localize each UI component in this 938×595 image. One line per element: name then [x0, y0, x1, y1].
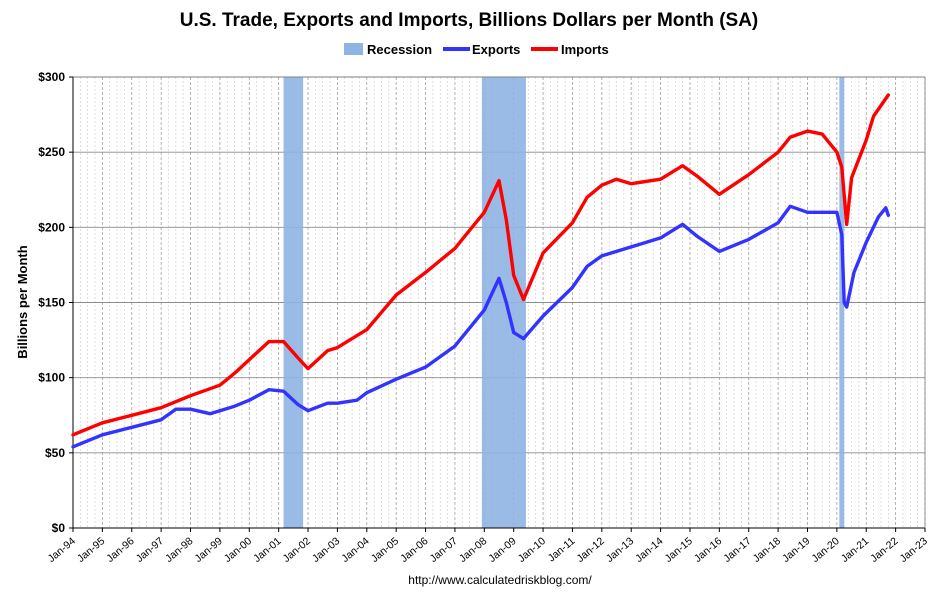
y-tick-label: $0 [52, 521, 66, 535]
x-tick-label: Jan-05 [369, 535, 401, 565]
y-axis-label: Billions per Month [15, 245, 30, 358]
x-tick-label: Jan-09 [486, 535, 518, 565]
x-tick-label: Jan-23 [898, 535, 930, 565]
x-tick-label: Jan-08 [457, 535, 489, 565]
x-tick-label: Jan-96 [104, 535, 136, 565]
x-tick-label: Jan-99 [193, 535, 225, 565]
x-tick-label: Jan-11 [546, 535, 578, 564]
x-tick-label: Jan-17 [721, 535, 753, 565]
y-tick-label: $250 [38, 145, 65, 159]
plot-area: $0$50$100$150$200$250$300Jan-94Jan-95Jan… [38, 70, 930, 565]
x-tick-label: Jan-20 [809, 535, 841, 565]
x-tick-label: Jan-19 [780, 535, 812, 565]
x-tick-label: Jan-00 [222, 535, 254, 565]
y-tick-label: $100 [38, 371, 65, 385]
legend-imports-label: Imports [561, 42, 609, 57]
x-tick-label: Jan-95 [75, 535, 107, 565]
legend-exports-label: Exports [472, 42, 520, 57]
recession-band [283, 77, 304, 528]
recession-band [839, 77, 845, 528]
chart-title: U.S. Trade, Exports and Imports, Billion… [180, 10, 759, 31]
legend: Recession Exports Imports [344, 42, 609, 57]
series-line-exports [71, 204, 890, 449]
source-note: http://www.calculatedriskblog.com/ [408, 573, 592, 587]
x-tick-label: Jan-16 [692, 535, 724, 565]
x-tick-label: Jan-98 [163, 535, 195, 565]
x-tick-label: Jan-03 [310, 535, 342, 565]
x-tick-label: Jan-07 [428, 535, 460, 565]
x-tick-label: Jan-02 [281, 535, 313, 565]
x-tick-label: Jan-97 [134, 535, 166, 565]
x-tick-label: Jan-01 [251, 535, 283, 565]
x-tick-label: Jan-13 [604, 535, 636, 565]
x-tick-label: Jan-10 [516, 535, 548, 565]
y-tick-label: $200 [38, 220, 65, 234]
y-tick-label: $300 [38, 70, 65, 84]
x-tick-label: Jan-18 [751, 535, 783, 565]
series-line-imports [71, 93, 890, 437]
legend-recession-label: Recession [367, 42, 432, 57]
x-tick-label: Jan-04 [339, 535, 371, 565]
x-tick-label: Jan-14 [633, 535, 665, 565]
x-tick-label: Jan-06 [398, 535, 430, 565]
y-tick-label: $50 [45, 446, 65, 460]
x-tick-label: Jan-22 [868, 535, 900, 565]
x-tick-label: Jan-12 [574, 535, 606, 565]
x-tick-label: Jan-15 [663, 535, 695, 565]
legend-recession-swatch [344, 43, 363, 55]
x-tick-label: Jan-21 [839, 535, 871, 565]
y-tick-label: $150 [38, 296, 65, 310]
x-tick-label: Jan-94 [46, 535, 78, 565]
